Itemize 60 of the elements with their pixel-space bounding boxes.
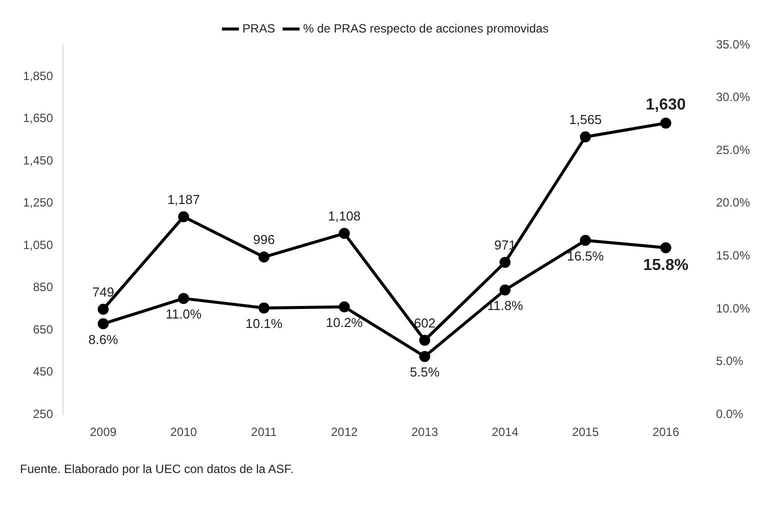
data-label: 1,565	[569, 112, 602, 127]
data-label: 11.0%	[166, 306, 202, 322]
data-label: 5.5%	[410, 364, 440, 380]
legend-label: PRAS	[242, 21, 276, 36]
data-label: 11.8%	[487, 298, 524, 314]
data-label: 16.5%	[566, 248, 604, 264]
y-tick-label: 1,250	[23, 196, 54, 210]
y-tick-label: 1,050	[23, 238, 54, 252]
y2-tick-label: 5.0%	[716, 354, 744, 368]
data-label: 1,108	[328, 208, 361, 224]
x-tick-label: 2012	[330, 425, 358, 440]
data-label: 10.1%	[246, 316, 283, 332]
y-tick-label: 1,650	[23, 111, 54, 126]
y-tick-label: 250	[33, 406, 54, 421]
y-tick-label: 1,850	[23, 68, 54, 83]
point	[580, 131, 591, 142]
data-label: 971	[494, 237, 516, 252]
y2-tick-label: 20.0%	[716, 196, 750, 210]
y2-tick-label: 35.0%	[716, 37, 750, 52]
point	[338, 228, 350, 239]
x-tick-label: 2014	[492, 425, 519, 440]
point	[258, 252, 270, 263]
data-label: 10.2%	[326, 314, 364, 330]
y-tick-label: 650	[33, 322, 54, 336]
y-tick-label: 1,450	[23, 153, 54, 168]
point	[419, 334, 430, 346]
point	[98, 318, 109, 330]
x-tick-label: 2016	[652, 425, 680, 440]
point	[98, 304, 109, 315]
point	[660, 118, 672, 129]
point	[500, 284, 511, 296]
data-label: 602	[414, 315, 436, 330]
point	[500, 256, 511, 268]
point	[580, 234, 591, 246]
point	[258, 302, 270, 314]
source-note: Fuente. Elaborado por la UEC con datos de la ASF.	[20, 462, 294, 476]
y2-tick-label: 15.0%	[716, 248, 750, 263]
data-label: 15.8%	[643, 257, 688, 274]
data-label: 749	[92, 284, 114, 300]
x-tick-label: 2011	[251, 425, 278, 440]
y2-tick-label: 25.0%	[716, 142, 750, 157]
y2-tick-label: 30.0%	[716, 90, 750, 104]
x-tick-label: 2010	[170, 425, 198, 440]
x-tick-label: 2009	[90, 425, 117, 440]
x-tick-label: 2013	[411, 425, 438, 440]
point	[419, 351, 430, 362]
y2-tick-label: 0.0%	[716, 406, 744, 421]
point	[178, 292, 190, 304]
y-tick-label: 850	[33, 280, 54, 294]
point	[660, 242, 672, 254]
point	[338, 301, 350, 312]
data-label: 8.6%	[88, 332, 118, 347]
x-tick-label: 2015	[572, 425, 600, 440]
y2-tick-label: 10.0%	[716, 301, 750, 316]
data-label: 1,187	[167, 192, 200, 207]
data-label: 996	[253, 232, 275, 248]
point	[178, 211, 190, 222]
legend-label: % de PRAS respecto de acciones promovidas	[303, 21, 549, 36]
y-tick-label: 450	[33, 364, 54, 379]
data-label: 1,630	[646, 96, 686, 114]
